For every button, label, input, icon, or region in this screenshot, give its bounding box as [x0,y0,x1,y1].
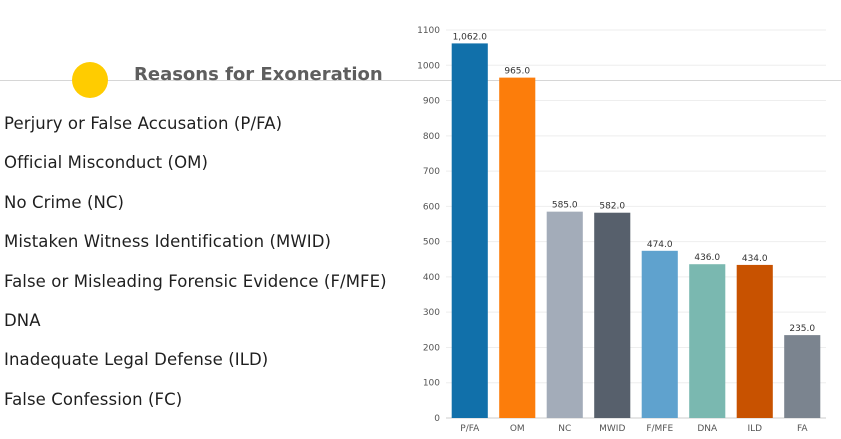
bar-pfa [451,43,488,419]
accent-dot-icon [72,62,108,98]
x-tick-label: MWID [599,424,625,434]
legend-item-ild: Inadequate Legal Defense (ILD) [4,350,269,370]
legend-item-mwid: Mistaken Witness Identification (MWID) [4,232,332,252]
bar-nc [546,211,583,418]
y-tick-label: 1100 [417,26,440,36]
y-tick-label: 700 [423,167,440,177]
y-tick-label: 500 [423,238,440,248]
x-tick-label: DNA [697,424,718,434]
legend-item-pfa: Perjury or False Accusation (P/FA) [4,114,283,133]
data-label: 434.0 [742,254,768,264]
y-tick-label: 400 [423,273,440,283]
y-tick-label: 900 [423,97,440,107]
data-label: 474.0 [647,240,673,250]
header-divider [0,80,841,81]
legend-item-nc: No Crime (NC) [4,192,125,212]
data-label: 235.0 [789,324,815,334]
legend-item-om: Official Misconduct (OM) [4,153,209,173]
bar-om [499,77,536,419]
data-label: 585.0 [552,201,578,211]
x-tick-label: ILD [747,424,762,434]
x-tick-label: P/FA [460,424,480,434]
y-tick-label: 800 [423,132,440,142]
bar-ild [736,264,773,418]
y-tick-label: 100 [423,379,440,389]
data-label: 436.0 [694,253,720,263]
data-label: 965.0 [504,67,530,77]
y-tick-label: 0 [434,414,440,424]
bar-dna [689,264,726,418]
legend-item-fmfe: False or Misleading Forensic Evidence (F… [4,271,387,291]
bar-mwid [594,212,631,418]
y-tick-label: 200 [423,343,440,353]
bar-fa [784,335,821,418]
data-label: 1,062.0 [453,32,488,42]
x-tick-label: OM [510,424,525,434]
legend-item-fc: False Confession (FC) [4,389,183,409]
x-tick-label: NC [558,424,571,434]
bar-chart: 0 100 200 300 400 500 600 700 800 900 1000 1100 1,06… [400,0,841,439]
x-tick-label: FA [797,424,808,434]
x-tick-label: F/MFE [646,424,673,434]
category-legend: Perjury or False Accusation (P/FA) Offic… [4,104,387,419]
page-title: Reasons for Exoneration [134,64,383,85]
y-tick-label: 300 [423,308,440,318]
bar-fmfe [641,250,678,418]
y-tick-label: 1000 [417,61,440,71]
legend-item-dna: DNA [4,310,41,330]
bar-chart-svg: 0 100 200 300 400 500 600 700 800 900 1000 1100 1,06… [417,26,826,434]
y-tick-label: 600 [423,202,440,212]
data-label: 582.0 [599,202,625,212]
